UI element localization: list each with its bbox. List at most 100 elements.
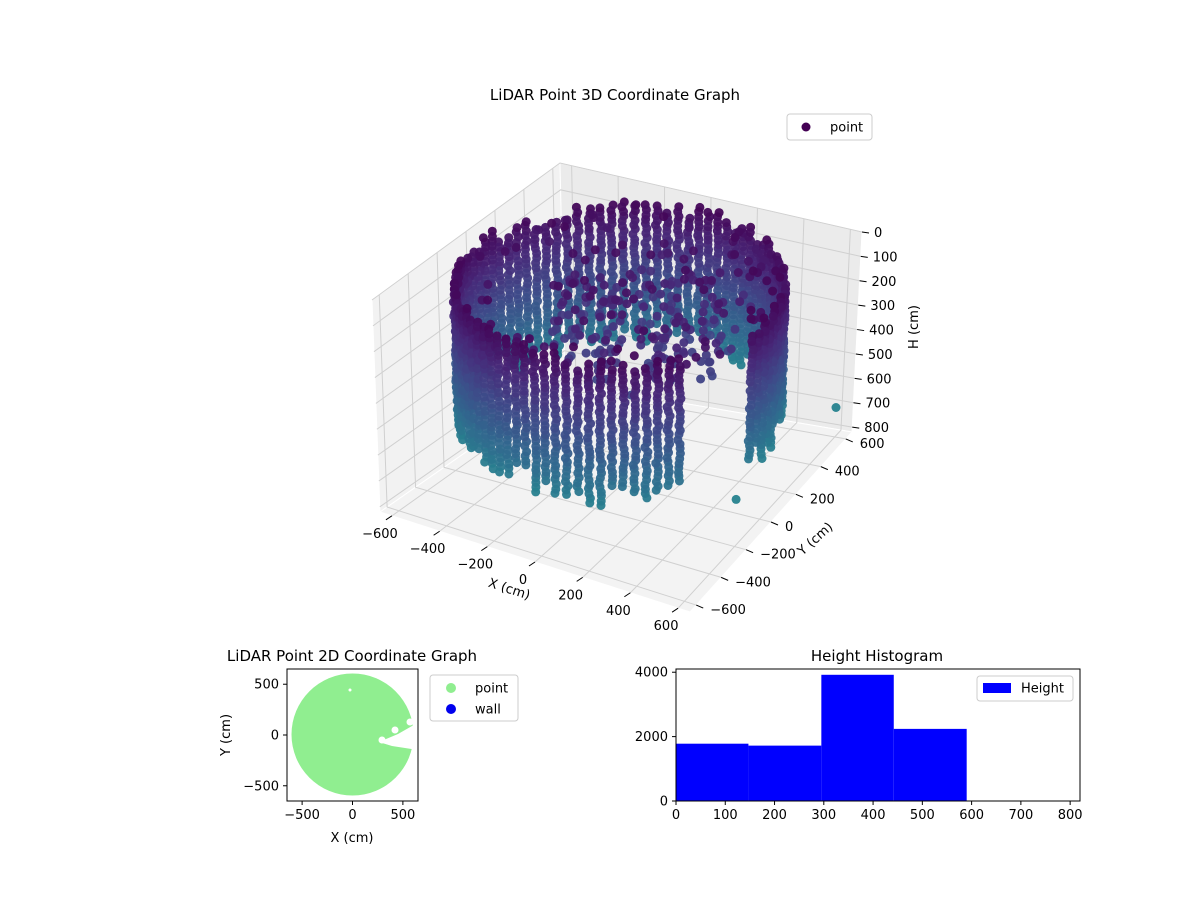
histogram-bar (821, 674, 894, 801)
scatter-3d-point (630, 484, 640, 494)
x-axis-3d-tick (385, 515, 393, 521)
y-axis-3d-tick (820, 466, 829, 471)
scatter-3d-point (568, 249, 578, 258)
scatter-3d-point (663, 481, 673, 490)
scatter-3d-point (523, 326, 533, 336)
scatter-3d-point (641, 210, 651, 220)
x-axis-3d-tick (624, 592, 631, 598)
scatter-3d-point (595, 325, 605, 335)
scatter-3d-point (594, 394, 604, 404)
scatter-3d-point (715, 349, 725, 359)
scatter-3d-point (713, 248, 723, 258)
scatter-3d-point (505, 314, 515, 324)
scatter-3d-point (664, 379, 674, 389)
scatter-3d-point (572, 375, 582, 385)
scatter-3d-point (599, 297, 608, 307)
scatter-3d-point (495, 397, 504, 407)
histogram-y-ticks: 0 2000 4000 (635, 666, 676, 810)
scatter-3d-point (504, 459, 514, 469)
scatter-3d-point (721, 231, 731, 241)
scatter-3d-point (682, 306, 692, 316)
scatter-3d-point (584, 224, 594, 234)
scatter-3d-point (539, 342, 549, 352)
scatter-3d-point (606, 267, 616, 277)
scatter-3d-point (520, 432, 530, 442)
scatter-3d-point (700, 299, 709, 309)
scatter-3d-point (572, 217, 581, 226)
scatter-3d-point (642, 466, 652, 476)
scatter-3d-point (641, 228, 651, 238)
scatter-3d-point (618, 408, 628, 418)
scatter-3d-point (570, 324, 580, 334)
scatter-3d-point (550, 423, 560, 433)
scatter-3d-point (540, 270, 550, 280)
scatter-3d-point (619, 263, 629, 273)
histogram-x-tick-label: 800 (1058, 808, 1083, 823)
scatter-3d-point (493, 379, 503, 389)
scatter-3d-point (692, 300, 702, 310)
grid-line-x (677, 229, 851, 609)
scatter-3d-point (560, 360, 570, 370)
z-axis-3d-label: H (cm) (907, 305, 922, 349)
scatter-3d-point (762, 235, 772, 245)
scatter-3d-point (583, 423, 593, 433)
scatter-3d-point (533, 325, 543, 335)
scatter-3d-point (510, 347, 520, 357)
scatter-3d-point (584, 489, 594, 499)
scatter-3d-point (478, 233, 488, 243)
x-axis-3d-ticks: −600 −400 −200 0 200 400 600 (362, 515, 678, 634)
scatter-3d-point (630, 400, 640, 410)
scatter-3d-point (493, 346, 503, 356)
x-axis-2d-ticks: −500 0 500 (284, 801, 415, 823)
scatter-3d-point (738, 242, 748, 252)
scatter-3d-point (652, 319, 662, 329)
scatter-3d-point (693, 290, 703, 300)
scatter-3d-point (595, 264, 605, 274)
scatter-3d-point (513, 256, 523, 266)
histogram-bar (676, 743, 749, 801)
scatter-3d-point (651, 458, 661, 468)
histogram-bar (893, 728, 967, 801)
scatter-3d-point (487, 399, 497, 409)
scatter-3d-point (704, 245, 713, 255)
scatter-3d-point (747, 359, 757, 369)
scatter-3d-point (736, 305, 745, 315)
scatter-3d-point (583, 396, 593, 406)
scatter-3d-point (607, 374, 617, 384)
scatter-3d-point (618, 477, 628, 487)
y-axis-3d-tick-label: −400 (735, 575, 771, 590)
scatter-3d-point (831, 403, 841, 412)
scatter-3d-point (618, 375, 628, 385)
scatter-3d-point (745, 418, 755, 428)
scatter-3d-point (745, 386, 755, 396)
scatter-3d-point (617, 240, 627, 250)
scatter-3d-point (585, 480, 595, 490)
point-cloud-gap (391, 726, 399, 734)
x-axis-3d-tick-label: 200 (558, 588, 583, 603)
scatter-3d-point (550, 364, 560, 374)
scatter-3d-point (595, 203, 605, 213)
y-axis-3d-tick (745, 549, 754, 554)
scatter-3d-point (595, 273, 605, 282)
scatter-3d-point (606, 430, 616, 440)
scatter-3d-point (694, 222, 704, 232)
legend-2d-label-wall: wall (475, 703, 501, 718)
scatter-3d-point (475, 251, 485, 261)
scatter-3d-point (652, 416, 662, 426)
scatter-3d-point (519, 395, 529, 405)
y-axis-3d-label: Y (cm) (794, 520, 836, 560)
scatter-3d-point (594, 478, 604, 487)
scatter-3d-point (596, 236, 606, 246)
scatter-3d-point (533, 315, 543, 325)
scatter-3d-point (730, 250, 740, 259)
scatter-3d-point (664, 393, 674, 403)
histogram-x-tick-label: 200 (762, 808, 787, 823)
scatter-3d-point (640, 364, 650, 373)
scatter-3d-point (721, 218, 731, 228)
scatter-2d-chart: LiDAR Point 2D Coordinate Graph −500 0 500… (219, 647, 519, 846)
scatter-3d-point (685, 213, 695, 223)
grid-line-x (630, 218, 805, 594)
x-axis-3d-tick-label: 0 (519, 573, 527, 588)
scatter-3d-point (479, 420, 489, 430)
scatter-3d-point (704, 258, 714, 268)
